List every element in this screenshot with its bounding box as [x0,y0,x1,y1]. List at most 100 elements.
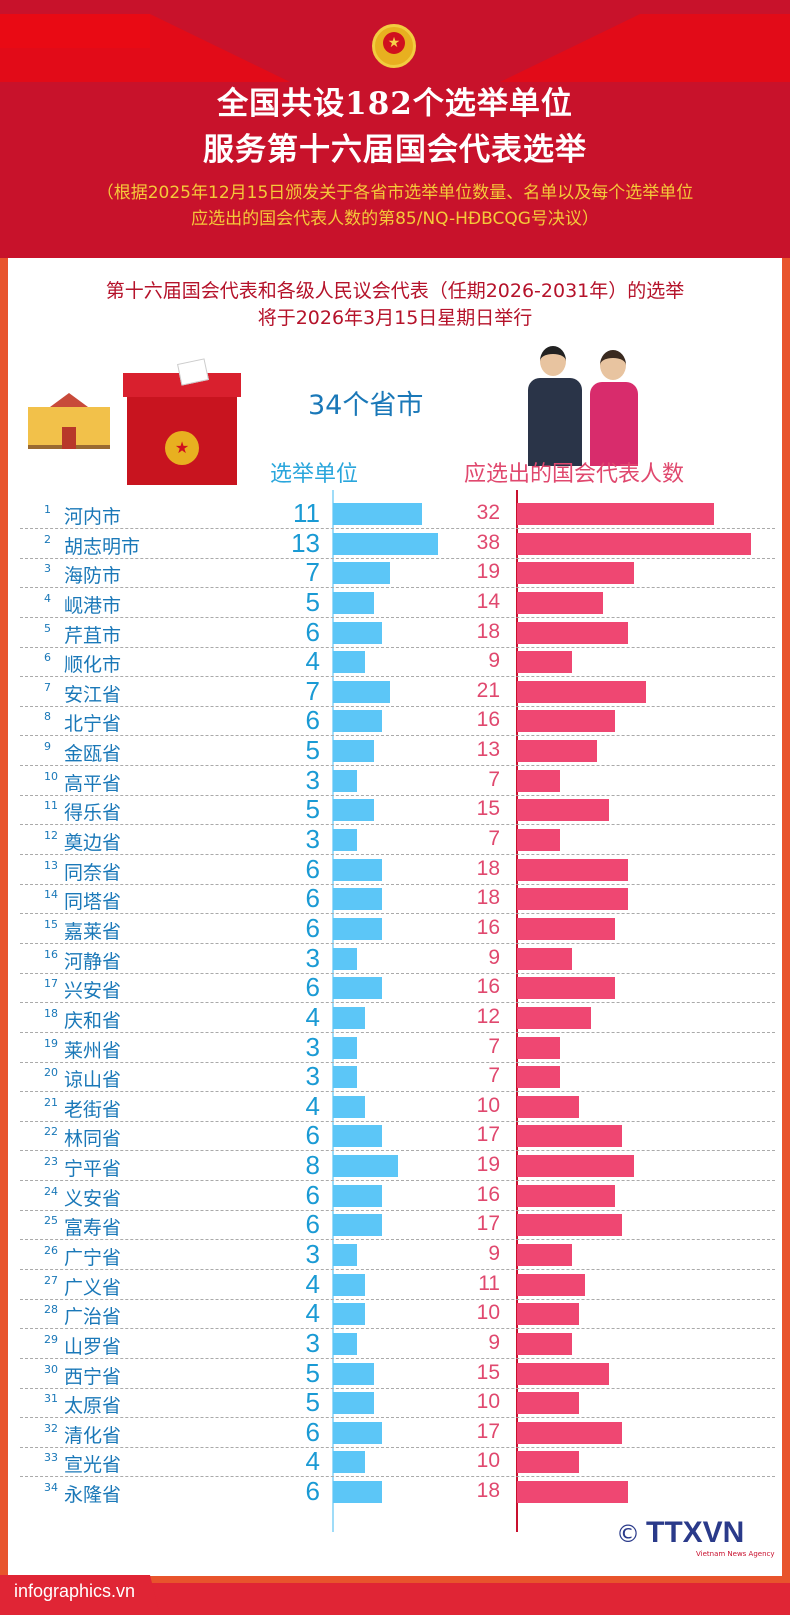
delegates-value-label: 19 [476,1153,500,1177]
units-value-label: 3 [305,1327,320,1358]
delegates-bar [517,532,751,555]
row-index: 13 [44,858,58,872]
row-separator [20,1387,775,1389]
units-bar [333,1332,358,1355]
delegates-value-label: 10 [476,1449,500,1473]
delegates-bar [517,1066,561,1089]
chart-row: 20 谅山省 3 7 [8,1061,782,1093]
units-value-label: 11 [293,498,320,528]
units-bar [333,1273,366,1296]
category-label: 谅山省 [64,1069,122,1092]
units-bar [333,1392,374,1415]
units-value-label: 4 [305,1446,320,1477]
delegates-bar [517,1125,622,1148]
header: ★ 全国共设182个选举单位 服务第十六届国会代表选举 （根据2025年12月1… [0,0,790,258]
category-label: 宣光省 [64,1454,122,1477]
row-index: 18 [44,1006,58,1020]
delegates-bar [517,621,628,644]
chart-row: 28 广治省 4 10 [8,1298,782,1330]
units-value-label: 6 [305,972,320,1003]
delegates-value-label: 16 [476,708,500,732]
row-index: 15 [44,917,58,931]
chart-row: 26 广宁省 3 9 [8,1239,782,1271]
row-index: 4 [44,591,51,605]
chart-row: 27 广义省 4 11 [8,1269,782,1301]
units-bar [333,858,382,881]
row-separator [20,854,775,856]
units-value-label: 7 [305,675,320,706]
chart-row: 30 西宁省 5 15 [8,1358,782,1390]
units-value-label: 5 [305,794,320,825]
row-index: 19 [44,1036,58,1050]
delegates-bar [517,1451,579,1474]
delegates-value-label: 16 [476,975,500,999]
row-index: 2 [44,532,51,546]
row-separator [20,1180,775,1182]
units-value-label: 6 [305,705,320,736]
units-bar [333,1421,382,1444]
delegates-bar [517,1214,622,1237]
category-label: 广义省 [64,1276,122,1299]
category-label: 山罗省 [64,1335,122,1358]
chart-row: 16 河静省 3 9 [8,943,782,975]
chart-row: 22 林同省 6 17 [8,1120,782,1152]
units-value-label: 5 [305,1387,320,1418]
row-index: 32 [44,1421,58,1435]
title-line-2: 服务第十六届国会代表选举 [203,132,587,168]
category-label: 北宁省 [64,713,122,736]
category-label: 奠边省 [64,832,122,855]
units-bar [333,503,423,525]
delegates-value-label: 9 [488,649,500,673]
chart-row: 32 清化省 6 17 [8,1417,782,1449]
units-value-label: 3 [305,824,320,855]
category-label: 得乐省 [64,802,122,825]
units-bar [333,710,382,733]
row-index: 9 [44,740,51,754]
copyright-symbol: © [616,1520,640,1548]
chart-row: 5 芹苴市 6 18 [8,617,782,649]
chart-row: 18 庆和省 4 12 [8,1002,782,1034]
delegates-bar [517,503,714,525]
chart-row: 8 北宁省 6 16 [8,705,782,737]
row-index: 28 [44,1303,58,1317]
delegates-bar [517,562,634,585]
row-index: 25 [44,1214,58,1228]
delegates-bar [517,1095,579,1118]
delegates-bar [517,858,628,881]
chart-row: 31 太原省 5 10 [8,1387,782,1419]
chart-row: 4 岘港市 5 14 [8,586,782,619]
delegates-bar [517,947,573,970]
units-bar [333,680,390,703]
units-value-label: 3 [305,764,320,795]
row-separator [20,557,775,559]
row-separator [20,1091,775,1093]
units-value-label: 5 [305,586,320,617]
category-label: 广治省 [64,1306,122,1329]
category-label: 高平省 [64,772,122,795]
units-bar [333,1125,382,1148]
category-label: 芹苴市 [64,624,122,647]
chart-row: 13 同奈省 6 18 [8,854,782,886]
chart-row: 1 河内市 11 32 [8,498,782,530]
row-separator [20,942,775,944]
row-index: 22 [44,1125,58,1139]
delegates-bar [517,769,561,792]
delegates-value-label: 9 [488,1242,500,1265]
row-separator [20,794,775,796]
series-label-units: 选举单位 [270,462,359,487]
units-value-label: 5 [305,735,320,766]
units-value-label: 8 [305,1150,320,1181]
row-index: 29 [44,1332,58,1346]
units-value-label: 6 [305,1476,320,1507]
units-value-label: 13 [291,527,320,558]
row-separator [20,587,775,589]
row-separator [20,1209,775,1211]
delegates-bar [517,1244,573,1266]
delegates-bar [517,1481,628,1504]
chart-row: 15 嘉莱省 6 16 [8,913,782,945]
delegates-bar [517,591,604,614]
delegates-illustration [528,346,653,466]
units-bar [333,1036,358,1059]
units-bar [333,799,374,822]
delegates-value-label: 18 [476,1479,500,1503]
